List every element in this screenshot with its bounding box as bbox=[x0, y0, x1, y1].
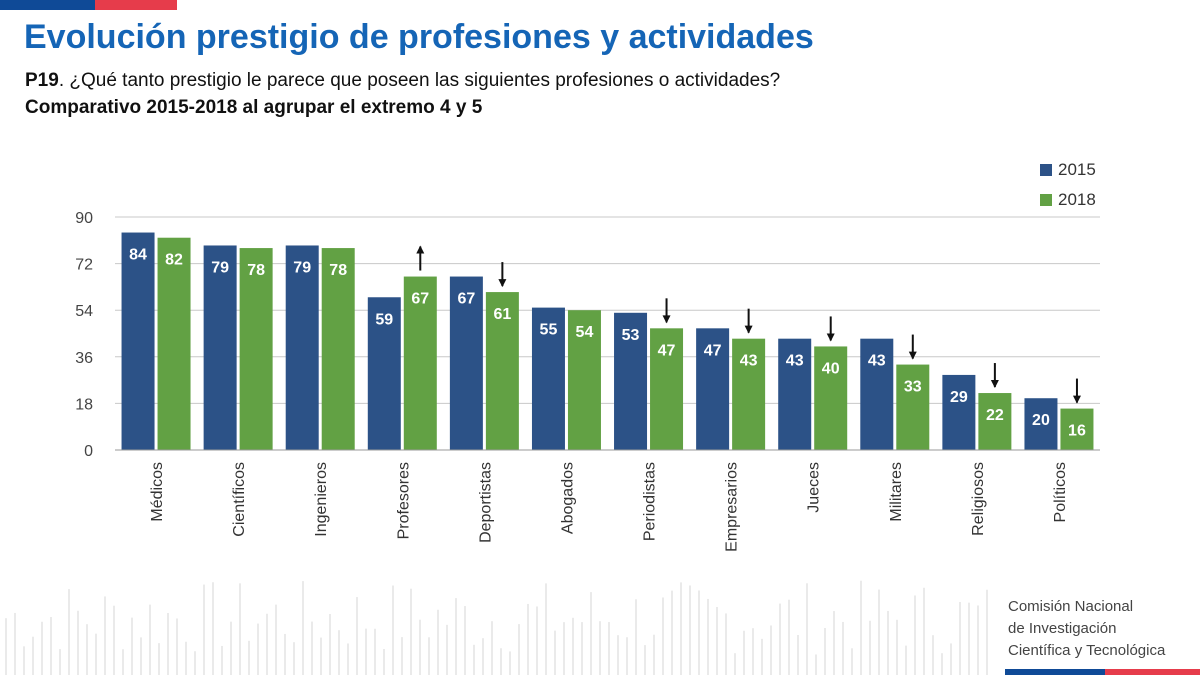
data-label: 67 bbox=[411, 291, 429, 308]
institution-line: Científica y Tecnológica bbox=[1008, 642, 1166, 659]
page-title: Evolución prestigio de profesiones y act… bbox=[24, 18, 814, 56]
x-tick-label: Científicos bbox=[231, 462, 248, 537]
bar-2018 bbox=[403, 276, 437, 450]
y-tick-label: 90 bbox=[75, 210, 93, 227]
data-label: 47 bbox=[704, 342, 722, 359]
arrow-down-icon bbox=[908, 351, 917, 360]
institution-line: de Investigación bbox=[1008, 620, 1117, 637]
bar-2015 bbox=[778, 338, 812, 450]
arrow-down-icon bbox=[1072, 395, 1081, 404]
bar-2015 bbox=[696, 328, 730, 450]
bar-2015 bbox=[285, 245, 319, 450]
y-tick-label: 54 bbox=[75, 303, 93, 320]
data-label: 22 bbox=[986, 407, 1004, 424]
bar-2015 bbox=[1024, 398, 1058, 450]
data-label: 43 bbox=[786, 353, 804, 370]
x-tick-label: Deportistas bbox=[477, 462, 494, 543]
bar-2015 bbox=[121, 232, 155, 450]
arrow-up-icon bbox=[416, 245, 425, 254]
chart-subtitle: Comparativo 2015-2018 al agrupar el extr… bbox=[25, 97, 483, 118]
x-tick-label: Jueces bbox=[806, 462, 823, 513]
data-label: 16 bbox=[1068, 423, 1086, 440]
bar-2015 bbox=[367, 297, 401, 450]
data-label: 29 bbox=[950, 389, 968, 406]
x-tick-label: Militares bbox=[888, 462, 905, 522]
legend-swatch-2015 bbox=[1040, 164, 1052, 176]
arrow-down-icon bbox=[498, 279, 507, 288]
data-label: 54 bbox=[576, 324, 594, 341]
legend-swatch-2018 bbox=[1040, 194, 1052, 206]
legend-item-2015: 2015 bbox=[1040, 155, 1096, 185]
question-text: . ¿Qué tanto prestigio le parece que pos… bbox=[58, 70, 781, 91]
footer-stripe-blue bbox=[1005, 669, 1105, 675]
x-tick-label: Ingenieros bbox=[313, 462, 330, 537]
y-tick-label: 0 bbox=[84, 443, 93, 460]
x-tick-label: Médicos bbox=[149, 462, 166, 522]
bar-2015 bbox=[942, 374, 976, 450]
data-label: 53 bbox=[622, 327, 640, 344]
bar-2015 bbox=[449, 276, 483, 450]
x-tick-label: Políticos bbox=[1052, 462, 1069, 522]
footer-stripe-red bbox=[1105, 669, 1200, 675]
data-label: 55 bbox=[540, 322, 558, 339]
legend-label-2015: 2015 bbox=[1058, 160, 1096, 179]
question-code: P19 bbox=[25, 70, 59, 91]
bar-2018 bbox=[485, 292, 519, 450]
bar-2018 bbox=[239, 248, 273, 450]
flag-stripe-blue bbox=[0, 0, 95, 10]
legend-label-2018: 2018 bbox=[1058, 190, 1096, 209]
data-label: 78 bbox=[247, 262, 265, 279]
institution-line: Comisión Nacional bbox=[1008, 598, 1134, 615]
y-tick-label: 18 bbox=[75, 396, 93, 413]
arrow-down-icon bbox=[990, 380, 999, 389]
data-label: 79 bbox=[211, 259, 229, 276]
data-label: 78 bbox=[329, 262, 347, 279]
arrow-down-icon bbox=[744, 325, 753, 334]
x-tick-label: Abogados bbox=[559, 462, 576, 534]
bar-2015 bbox=[203, 245, 237, 450]
y-tick-label: 36 bbox=[75, 350, 93, 367]
x-tick-label: Periodistas bbox=[642, 462, 659, 541]
data-label: 61 bbox=[493, 306, 511, 323]
bar-2015 bbox=[531, 307, 565, 450]
y-tick-label: 72 bbox=[75, 257, 93, 274]
arrow-down-icon bbox=[826, 333, 835, 342]
data-label: 33 bbox=[904, 379, 922, 396]
flag-stripe-red bbox=[95, 0, 177, 10]
data-label: 47 bbox=[658, 342, 676, 359]
bar-2018 bbox=[567, 310, 601, 450]
data-label: 67 bbox=[457, 291, 475, 308]
arrow-down-icon bbox=[662, 315, 671, 324]
data-label: 20 bbox=[1032, 412, 1050, 429]
bar-2015 bbox=[614, 312, 648, 450]
data-label: 40 bbox=[822, 360, 840, 377]
bar-2018 bbox=[157, 237, 191, 450]
data-label: 59 bbox=[375, 311, 393, 328]
bar-2018 bbox=[896, 364, 930, 450]
x-tick-label: Empresarios bbox=[724, 462, 741, 552]
data-label: 43 bbox=[740, 353, 758, 370]
institution-name: Comisión Nacional de Investigación Cient… bbox=[1008, 596, 1165, 662]
data-label: 82 bbox=[165, 252, 183, 269]
bar-chart: 0 18 36 54 72 90 84 82 Médicos 79 78 Científicos 79 7… bbox=[75, 210, 1100, 552]
legend-item-2018: 2018 bbox=[1040, 185, 1096, 215]
bar-2018 bbox=[814, 346, 848, 450]
bar-2018 bbox=[1060, 408, 1094, 450]
bar-2018 bbox=[321, 248, 355, 450]
data-label: 84 bbox=[129, 247, 147, 264]
x-tick-label: Profesores bbox=[395, 462, 412, 539]
chart-legend: 2015 2018 bbox=[1040, 155, 1096, 215]
x-tick-label: Religiosos bbox=[970, 462, 987, 536]
bar-2015 bbox=[860, 338, 894, 450]
data-label: 79 bbox=[293, 259, 311, 276]
bar-2018 bbox=[978, 393, 1012, 450]
decorative-footer-bars bbox=[5, 580, 988, 675]
question-line: P19. ¿Qué tanto prestigio le parece que … bbox=[25, 70, 780, 92]
bar-2018 bbox=[732, 338, 766, 450]
bar-2018 bbox=[650, 328, 684, 450]
data-label: 43 bbox=[868, 353, 886, 370]
